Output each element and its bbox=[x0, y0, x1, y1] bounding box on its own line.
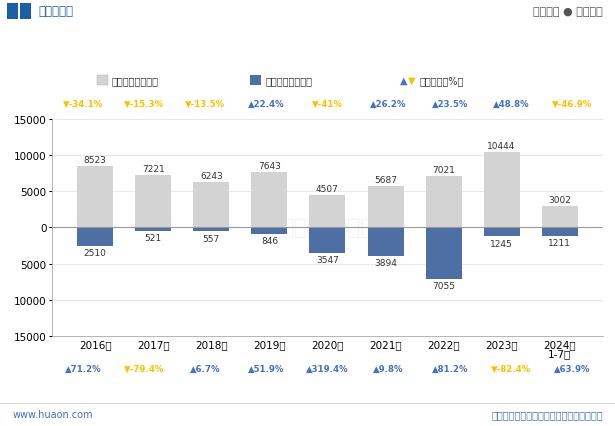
Text: 5687: 5687 bbox=[374, 176, 397, 185]
Text: ▼-46.9%: ▼-46.9% bbox=[552, 100, 592, 109]
Text: ▲9.8%: ▲9.8% bbox=[373, 364, 404, 373]
Text: ▼-41%: ▼-41% bbox=[312, 100, 343, 109]
Text: 6243: 6243 bbox=[200, 172, 223, 181]
Bar bbox=[368, 228, 403, 256]
Text: 3894: 3894 bbox=[374, 258, 397, 267]
Text: ▲71.2%: ▲71.2% bbox=[65, 364, 101, 373]
Text: 1245: 1245 bbox=[490, 239, 513, 248]
Bar bbox=[77, 228, 113, 246]
Bar bbox=[135, 176, 172, 228]
Text: 资料来源：中国海关，华经产业研究院整理: 资料来源：中国海关，华经产业研究院整理 bbox=[491, 409, 603, 419]
Text: 4507: 4507 bbox=[316, 184, 339, 193]
Bar bbox=[426, 177, 462, 228]
Bar bbox=[542, 206, 577, 228]
Bar bbox=[77, 166, 113, 228]
Text: ▲26.2%: ▲26.2% bbox=[370, 100, 407, 109]
Text: 7055: 7055 bbox=[432, 281, 455, 290]
Text: 7643: 7643 bbox=[258, 161, 281, 170]
Text: ▲48.8%: ▲48.8% bbox=[493, 100, 530, 109]
Text: 7021: 7021 bbox=[432, 166, 455, 175]
Text: 2510: 2510 bbox=[84, 248, 107, 257]
Text: ▲6.7%: ▲6.7% bbox=[190, 364, 221, 373]
Text: 521: 521 bbox=[145, 234, 162, 243]
Bar bbox=[483, 152, 520, 228]
Bar bbox=[542, 228, 577, 237]
Text: 846: 846 bbox=[261, 236, 278, 245]
Text: ▲319.4%: ▲319.4% bbox=[306, 364, 349, 373]
Bar bbox=[20, 3, 31, 20]
Text: 7221: 7221 bbox=[142, 164, 165, 173]
Text: 华经产业研究院: 华经产业研究院 bbox=[280, 218, 375, 238]
Text: 8523: 8523 bbox=[84, 155, 107, 164]
Bar bbox=[7, 3, 18, 20]
Text: 华经情报网: 华经情报网 bbox=[38, 6, 73, 18]
Text: ▲81.2%: ▲81.2% bbox=[432, 364, 468, 373]
Bar bbox=[135, 228, 172, 232]
Text: ▼: ▼ bbox=[408, 76, 416, 86]
Bar bbox=[309, 228, 346, 253]
Text: ▲51.9%: ▲51.9% bbox=[248, 364, 285, 373]
Text: 557: 557 bbox=[203, 234, 220, 243]
Text: 出口额（千美元）: 出口额（千美元） bbox=[112, 76, 159, 86]
Text: 3547: 3547 bbox=[316, 256, 339, 265]
Text: ▲63.9%: ▲63.9% bbox=[554, 364, 590, 373]
Text: 3002: 3002 bbox=[548, 195, 571, 204]
Text: 10444: 10444 bbox=[488, 141, 516, 150]
Bar bbox=[309, 195, 346, 228]
Text: ▼-15.3%: ▼-15.3% bbox=[124, 100, 164, 109]
Bar bbox=[426, 228, 462, 279]
Text: 进口额（千美元）: 进口额（千美元） bbox=[266, 76, 312, 86]
Text: ▲23.5%: ▲23.5% bbox=[432, 100, 468, 109]
Text: ▼-82.4%: ▼-82.4% bbox=[491, 364, 531, 373]
Text: 专业严谨 ● 客观科学: 专业严谨 ● 客观科学 bbox=[533, 7, 603, 17]
Text: ▲: ▲ bbox=[400, 76, 407, 86]
Bar bbox=[483, 228, 520, 237]
Text: 1211: 1211 bbox=[548, 239, 571, 248]
Text: ▼-34.1%: ▼-34.1% bbox=[63, 100, 103, 109]
Text: www.huaon.com: www.huaon.com bbox=[12, 409, 93, 419]
Text: 同比增长（%）: 同比增长（%） bbox=[419, 76, 464, 86]
Bar bbox=[252, 228, 287, 234]
Text: ▲22.4%: ▲22.4% bbox=[248, 100, 285, 109]
Bar bbox=[193, 228, 229, 232]
Bar bbox=[252, 173, 287, 228]
Bar bbox=[368, 187, 403, 228]
Bar bbox=[193, 183, 229, 228]
Text: ▼-13.5%: ▼-13.5% bbox=[185, 100, 225, 109]
Text: 2016-2024年7月兰州新技术产业开发区（境内目的地/货源地）进、出口额: 2016-2024年7月兰州新技术产业开发区（境内目的地/货源地）进、出口额 bbox=[133, 35, 482, 50]
Text: ▼-79.4%: ▼-79.4% bbox=[124, 364, 164, 373]
